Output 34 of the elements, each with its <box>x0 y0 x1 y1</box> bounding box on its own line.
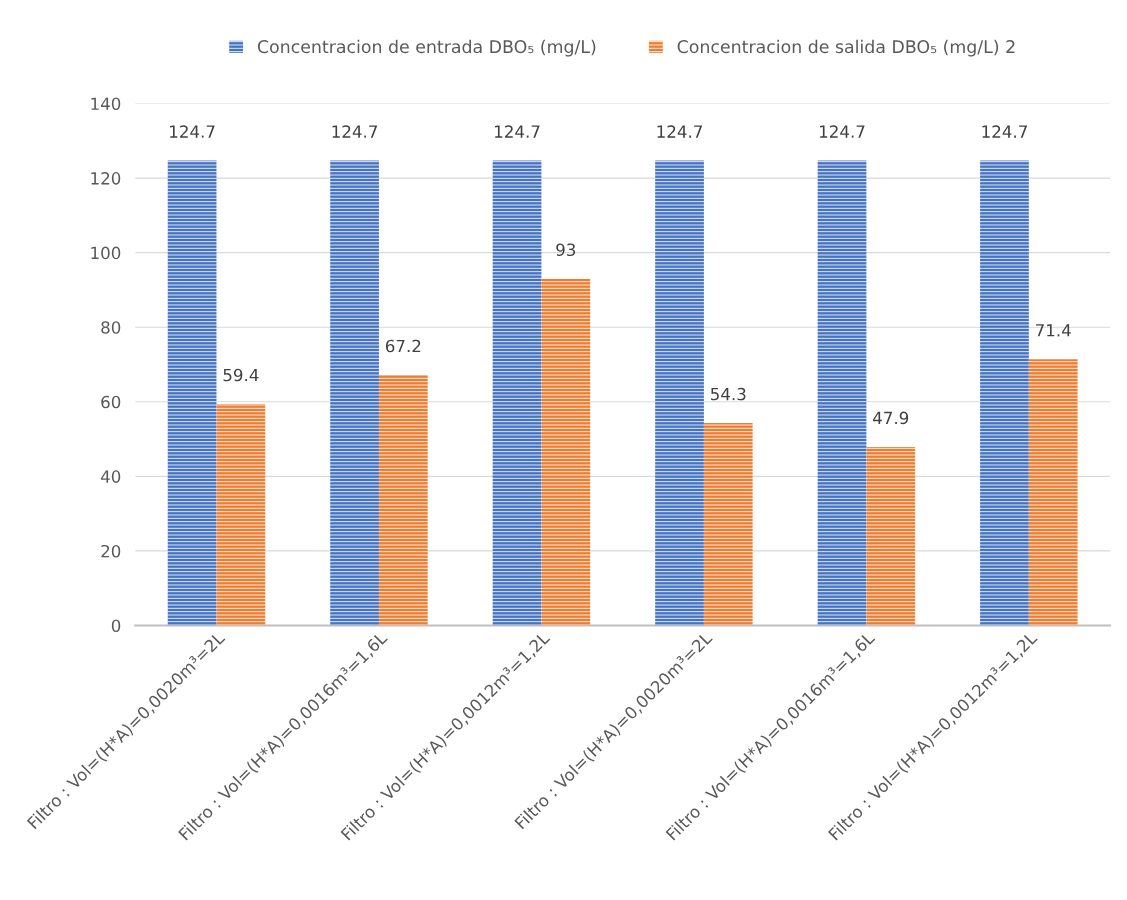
bar <box>866 446 916 626</box>
data-label: 124.7 <box>332 125 378 138</box>
bar <box>492 160 542 626</box>
data-label: 124.7 <box>495 125 540 138</box>
bar <box>167 160 217 626</box>
bar <box>330 160 379 626</box>
y-tick-label: 100 <box>91 246 121 260</box>
data-label: 124.7 <box>819 125 865 138</box>
data-label: 71.4 <box>1036 324 1071 337</box>
y-tick-label: 120 <box>91 172 121 185</box>
data-label: 59.4 <box>223 368 259 382</box>
y-tick-label: 140 <box>91 97 121 111</box>
bar <box>541 278 591 626</box>
y-tick-label: 80 <box>101 321 121 334</box>
data-label: 67.2 <box>385 339 421 353</box>
data-label: 124.7 <box>982 125 1027 138</box>
data-label: 54.3 <box>711 387 746 401</box>
bar <box>1028 359 1078 626</box>
bar <box>703 423 753 626</box>
data-label: 124.7 <box>170 125 215 138</box>
y-tick-label: 0 <box>111 619 121 633</box>
data-label: 93 <box>556 243 576 257</box>
bar <box>216 404 266 626</box>
bar <box>378 374 428 626</box>
legend-label: Concentracion de salida DBO₅ (mg/L) 2 <box>677 39 1015 57</box>
bar <box>817 160 867 626</box>
data-label: 47.9 <box>873 411 909 425</box>
bar <box>980 160 1029 626</box>
y-tick-label: 20 <box>101 544 121 558</box>
data-label: 124.7 <box>657 125 702 138</box>
y-tick-label: 40 <box>100 470 121 483</box>
bar <box>655 160 704 626</box>
y-tick-label: 60 <box>101 395 121 409</box>
legend-label: Concentracion de entrada DBO₅ (mg/L) <box>257 39 596 57</box>
